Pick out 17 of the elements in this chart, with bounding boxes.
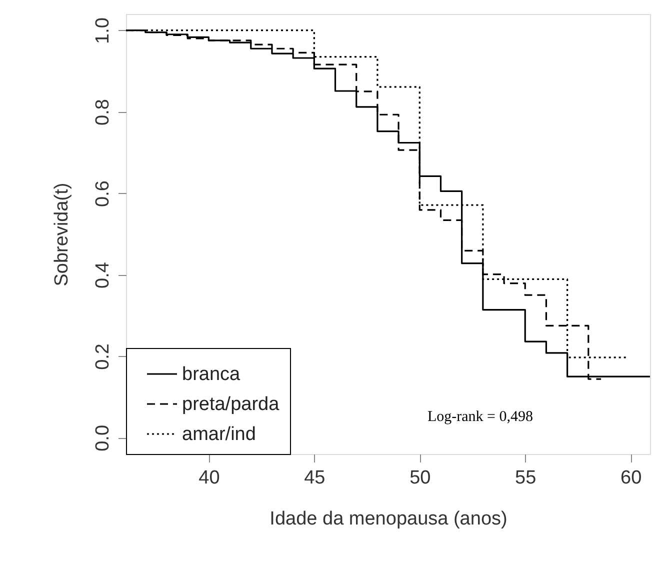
- x-tick-label: 50: [410, 468, 431, 488]
- y-tick-label: 0.8: [92, 99, 114, 126]
- legend-label: amar/ind: [182, 424, 256, 445]
- annotation: Log-rank = 0,498: [427, 409, 533, 426]
- y-tick-label: 0.4: [92, 262, 114, 288]
- x-tick-label: 60: [620, 468, 642, 488]
- y-tick-label: 0.0: [92, 424, 114, 452]
- y-tick-label: 0.2: [92, 344, 114, 370]
- x-tick-label: 55: [515, 468, 536, 488]
- y-axis-title: Sobrevida(t): [52, 182, 72, 286]
- legend-label: preta/parda: [182, 394, 280, 415]
- x-tick-label: 45: [304, 468, 326, 488]
- legend-label: branca: [182, 364, 241, 385]
- x-tick-label: 40: [198, 468, 220, 488]
- y-tick-label: 1.0: [92, 18, 114, 44]
- y-tick-label: 0.6: [92, 180, 114, 207]
- x-axis-title: Idade da menopausa (anos): [270, 508, 508, 530]
